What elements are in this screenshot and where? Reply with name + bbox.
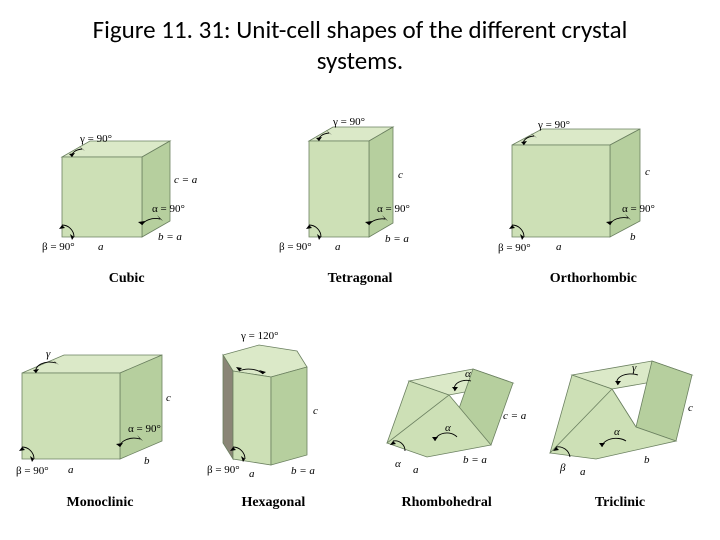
tet-beta: β = 90° bbox=[279, 241, 312, 253]
orthorhombic-caption: Orthorhombic bbox=[550, 271, 637, 287]
hex-a: a bbox=[249, 468, 255, 480]
hex-beta: β = 90° bbox=[207, 464, 240, 476]
title-line-1: Figure 11. 31: Unit-cell shapes of the d… bbox=[93, 14, 628, 45]
hex-c: c bbox=[313, 405, 318, 417]
cell-tetragonal: γ = 90° α = 90° β = 90° c b = a a Tetrag… bbox=[255, 87, 465, 287]
tri-a: a bbox=[580, 466, 586, 478]
cubic-beta: β = 90° bbox=[42, 241, 75, 253]
orth-alpha: α = 90° bbox=[622, 203, 655, 215]
tet-b: b = a bbox=[385, 233, 409, 245]
mono-alpha: α = 90° bbox=[128, 423, 161, 435]
orth-c: c bbox=[645, 166, 650, 178]
cell-monoclinic: γ α = 90° β = 90° c b a Monoclinic bbox=[16, 311, 184, 511]
hex-gamma: γ = 120° bbox=[240, 330, 278, 342]
rh-alpha1: α bbox=[465, 368, 471, 380]
cell-rhombohedral: α α α c = a b = a a Rhombohedral bbox=[363, 311, 531, 511]
row-1: γ = 90° α = 90° β = 90° c = a b = a a Cu… bbox=[10, 87, 710, 293]
hex-b: b = a bbox=[291, 465, 315, 477]
cubic-gamma: γ = 90° bbox=[79, 133, 112, 145]
cubic-b: b = a bbox=[158, 231, 182, 243]
mono-gamma: γ bbox=[46, 348, 51, 360]
cubic-svg: γ = 90° α = 90° β = 90° c = a b = a a bbox=[42, 105, 212, 265]
cell-orthorhombic: γ = 90° α = 90° β = 90° c b a Orthorhomb… bbox=[488, 87, 698, 287]
tri-gamma: γ bbox=[632, 362, 637, 374]
rhombohedral-caption: Rhombohedral bbox=[402, 495, 492, 511]
cubic-caption: Cubic bbox=[109, 271, 145, 287]
mono-beta: β = 90° bbox=[16, 465, 49, 477]
orth-b: b bbox=[630, 231, 636, 243]
tetragonal-caption: Tetragonal bbox=[328, 271, 393, 287]
tetragonal-svg: γ = 90° α = 90° β = 90° c b = a a bbox=[275, 105, 445, 265]
tri-c: c bbox=[688, 402, 693, 414]
tet-alpha: α = 90° bbox=[377, 203, 410, 215]
title-line-2: systems. bbox=[317, 45, 404, 76]
rh-c: c = a bbox=[503, 410, 527, 422]
ortho-svg: γ = 90° α = 90° β = 90° c b a bbox=[498, 105, 688, 265]
cell-hexagonal: γ = 120° β = 90° c b = a a Hexagonal bbox=[189, 311, 357, 511]
triclinic-caption: Triclinic bbox=[595, 495, 645, 511]
orth-beta: β = 90° bbox=[498, 242, 531, 254]
mono-c: c bbox=[166, 392, 171, 404]
hex-svg: γ = 120° β = 90° c b = a a bbox=[189, 319, 357, 489]
rh-alpha2: α bbox=[445, 422, 451, 434]
rh-b: b = a bbox=[463, 454, 487, 466]
orth-gamma: γ = 90° bbox=[537, 119, 570, 131]
cubic-a: a bbox=[98, 241, 104, 253]
tri-beta: β bbox=[559, 462, 566, 474]
tet-a: a bbox=[335, 241, 341, 253]
tri-alpha: α bbox=[614, 426, 620, 438]
figure-title: Figure 11. 31: Unit-cell shapes of the d… bbox=[0, 0, 720, 81]
tri-b: b bbox=[644, 454, 650, 466]
mono-svg: γ α = 90° β = 90° c b a bbox=[16, 319, 184, 489]
rh-alpha3: α bbox=[395, 458, 401, 470]
monoclinic-caption: Monoclinic bbox=[67, 495, 134, 511]
tet-gamma: γ = 90° bbox=[332, 116, 365, 128]
row-2: γ α = 90° β = 90° c b a Monoclinic bbox=[10, 311, 710, 517]
mono-a: a bbox=[68, 464, 74, 476]
tric-svg: γ α β c b a bbox=[536, 319, 704, 489]
crystal-grid: γ = 90° α = 90° β = 90° c = a b = a a Cu… bbox=[10, 87, 710, 517]
cubic-alpha: α = 90° bbox=[152, 203, 185, 215]
cell-cubic: γ = 90° α = 90° β = 90° c = a b = a a Cu… bbox=[22, 87, 232, 287]
cubic-c: c = a bbox=[174, 174, 198, 186]
rh-a: a bbox=[413, 464, 419, 476]
orth-a: a bbox=[556, 241, 562, 253]
mono-b: b bbox=[144, 455, 150, 467]
cell-triclinic: γ α β c b a Triclinic bbox=[536, 311, 704, 511]
rhomb-svg: α α α c = a b = a a bbox=[363, 319, 531, 489]
hexagonal-caption: Hexagonal bbox=[241, 495, 305, 511]
tet-c: c bbox=[398, 169, 403, 181]
